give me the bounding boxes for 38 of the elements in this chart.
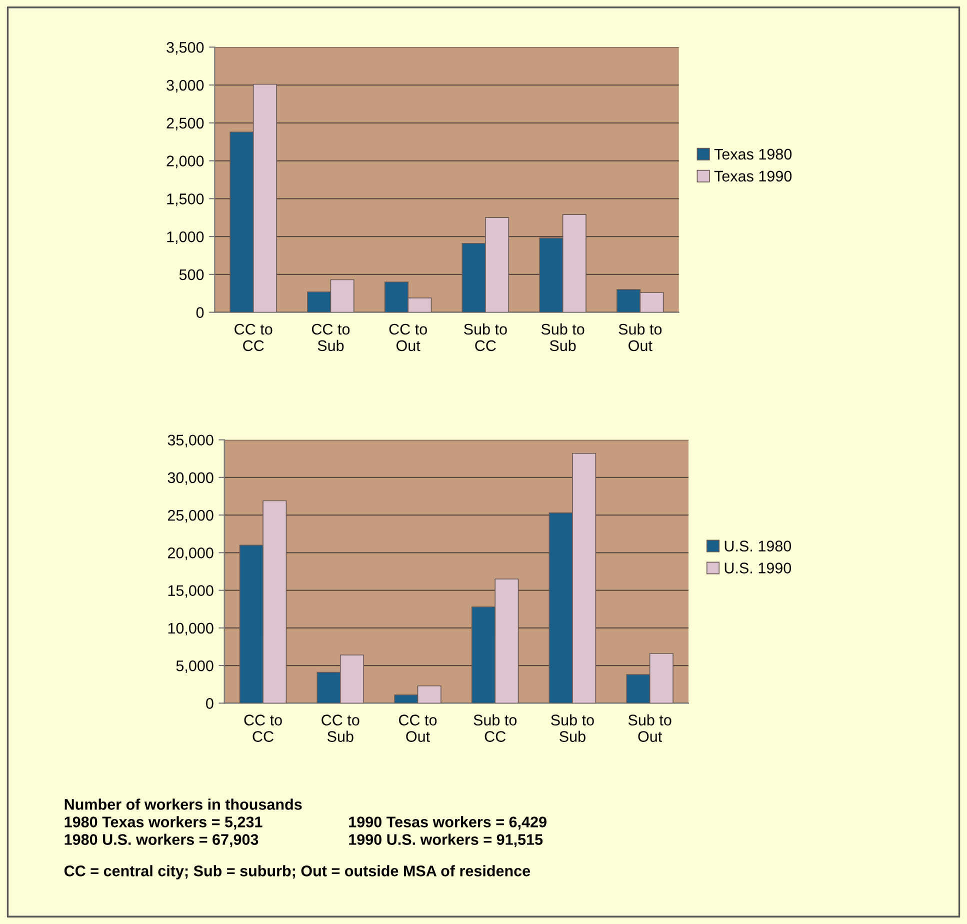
x-tick-label: CC to Out bbox=[389, 324, 427, 352]
y-tick-label: 10,000 bbox=[168, 622, 214, 636]
x-tick-label: Sub to CC bbox=[464, 323, 507, 352]
text: 1980 U.S. workers = 67,903 bbox=[64, 834, 258, 848]
x-tick-label: Sub to Sub bbox=[541, 323, 584, 352]
y-tick-label: 500 bbox=[179, 269, 204, 280]
y-tick-label: 2,000 bbox=[166, 156, 204, 168]
text: 1980 Texas workers = 5,231 bbox=[64, 816, 262, 830]
x-tick-label: Sub to CC bbox=[474, 714, 517, 742]
y-tick-label: 1,500 bbox=[167, 194, 204, 206]
y-tick-label: 15,000 bbox=[168, 585, 214, 598]
y-tick-label: 1,000 bbox=[167, 231, 204, 244]
legend-label: Texas 1980 bbox=[714, 148, 792, 160]
x-tick-label: Sub to Out bbox=[618, 323, 662, 352]
text: 1990 Tesas workers = 6,429 bbox=[349, 816, 546, 830]
y-tick-label: 30,000 bbox=[168, 472, 214, 485]
y-tick-label: 3,000 bbox=[166, 80, 204, 92]
x-tick-label: CC to CC bbox=[234, 324, 272, 352]
text: 1990 U.S. workers = 91,515 bbox=[349, 834, 543, 848]
y-tick-label: 20,000 bbox=[168, 548, 214, 560]
x-tick-label: Sub to Out bbox=[628, 714, 672, 742]
legend-label: Texas 1990 bbox=[714, 170, 792, 182]
text: CC = central city; Sub = suburb; Out = outside MSA of residence bbox=[64, 865, 530, 880]
y-tick-label: 35,000 bbox=[168, 434, 214, 448]
x-tick-label: CC to Sub bbox=[322, 714, 360, 742]
y-tick-label: 5,000 bbox=[176, 660, 214, 674]
x-tick-label: Sub to Sub bbox=[551, 714, 594, 742]
x-tick-label: CC to Sub bbox=[312, 324, 350, 352]
y-tick-label: 25,000 bbox=[168, 510, 214, 523]
y-tick-label: 0 bbox=[196, 307, 204, 318]
legend-label: U.S. 1980 bbox=[724, 540, 792, 552]
y-tick-label: 0 bbox=[206, 698, 214, 709]
y-tick-label: 3,500 bbox=[166, 42, 204, 55]
x-tick-label: CC to CC bbox=[244, 714, 282, 742]
text: Number of workers in thousands bbox=[64, 798, 302, 810]
x-tick-label: CC to Out bbox=[398, 714, 437, 742]
y-tick-label: 2,500 bbox=[166, 118, 204, 130]
legend-label: U.S. 1990 bbox=[724, 562, 792, 574]
